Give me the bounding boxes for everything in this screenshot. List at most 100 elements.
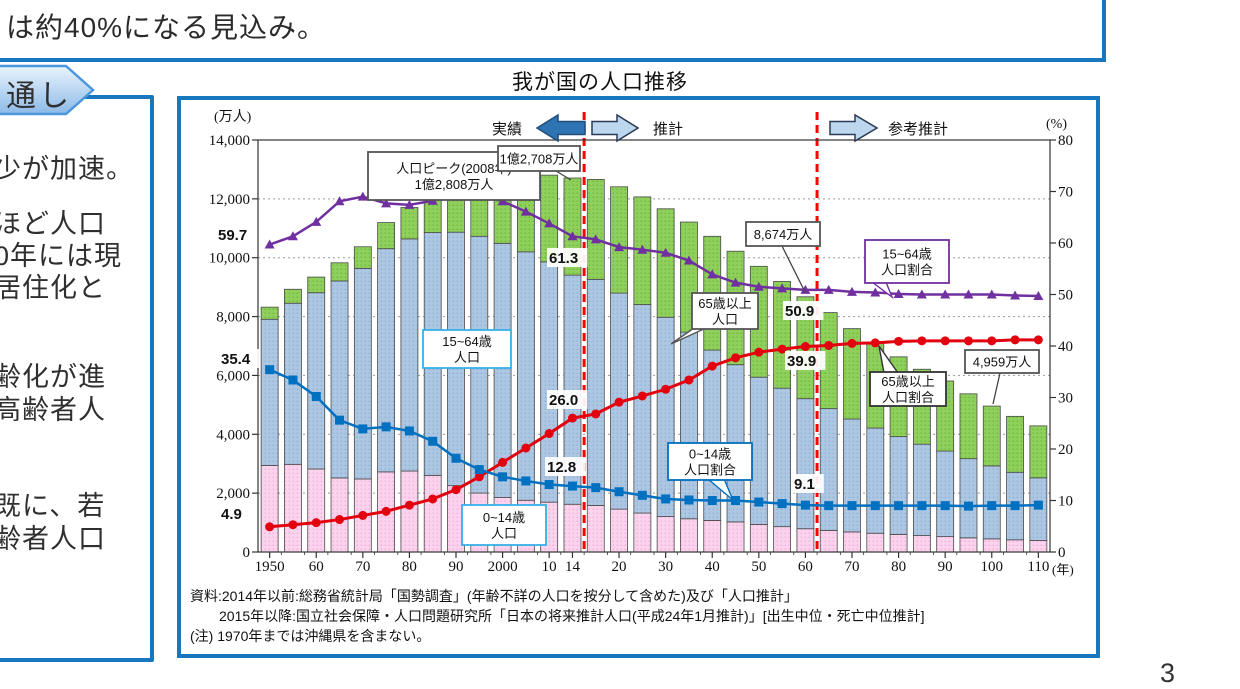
svg-text:12,000: 12,000 (209, 192, 250, 208)
svg-text:参考推計: 参考推計 (888, 121, 948, 138)
callout-pop2060 (745, 221, 821, 247)
header-badge (0, 64, 95, 116)
callout-pop2014 (497, 145, 581, 172)
svg-text:4,000: 4,000 (216, 427, 250, 443)
svg-text:40: 40 (705, 559, 720, 575)
left-panel-line: 少が加速。 (0, 154, 134, 184)
svg-text:(年): (年) (1052, 562, 1074, 577)
bar-2110-2 (1029, 425, 1048, 479)
bar-2045-0 (726, 521, 745, 553)
bar-1965-1 (330, 280, 349, 479)
top-callout-box (0, 0, 1106, 62)
svg-text:人口: 人口 (491, 526, 517, 541)
svg-text:8,000: 8,000 (216, 310, 250, 326)
bar-2070-0 (843, 531, 861, 553)
bar-2030-0 (656, 516, 675, 553)
svg-text:4.9: 4.9 (221, 506, 242, 523)
value-label-bg (547, 248, 588, 267)
value-label-bg (783, 301, 824, 320)
bar-2080-1 (889, 436, 908, 535)
point-labels: 59.7 35.4 4.9 61.3 26.0 12.8 50.9 39.9 9.1 (216, 225, 826, 523)
svg-text:26.0: 26.0 (549, 392, 578, 409)
left-panel-line: 齢者人口 (0, 524, 106, 554)
bar-2070-1 (843, 418, 861, 533)
svg-text:1950: 1950 (255, 559, 285, 575)
projection-arrow-icon (591, 113, 640, 143)
value-label-bg (792, 474, 824, 493)
bar-1985-0 (423, 474, 442, 553)
bar-2065-0 (819, 530, 838, 553)
badge-arrow-shape (0, 64, 95, 116)
chart-title: 我が国の人口推移 (512, 71, 688, 94)
value-label-bg (545, 457, 586, 476)
svg-text:100: 100 (981, 559, 1004, 575)
bar-2020-0 (610, 508, 628, 553)
bar-1980-0 (400, 470, 419, 553)
svg-text:12.8: 12.8 (547, 459, 576, 476)
bar-2095-1 (959, 458, 978, 539)
callout-ratio014 (667, 442, 753, 481)
svg-text:50: 50 (751, 559, 766, 575)
svg-text:人口割合: 人口割合 (881, 263, 933, 278)
svg-text:8,674万人: 8,674万人 (754, 227, 813, 242)
bar-2030-1 (656, 316, 675, 517)
header-badge-label: 通し (6, 80, 72, 113)
bar-2040-1 (703, 349, 722, 521)
callout-ratio1564 (864, 239, 950, 284)
bar-2070-2 (843, 328, 861, 420)
svg-text:90: 90 (938, 559, 953, 575)
bar-2085-1 (912, 443, 931, 536)
bar-2105-0 (1006, 539, 1024, 553)
line-65歳以上人口割合 (269, 338, 1039, 529)
source-line: (注) 1970年までは沖縄県を含まない。 (190, 628, 431, 644)
bar-1955-0 (284, 463, 302, 553)
bar-2050-0 (749, 523, 768, 553)
axes: 0 2,000 4,000 6,000 8,000 10,000 12,000 14,000 0… (209, 109, 1074, 577)
svg-text:70: 70 (1058, 185, 1073, 201)
bar-2015-1 (586, 278, 605, 506)
legend-arrows: 実績 推計 参考推計 (492, 113, 948, 143)
bar-2100-0 (982, 538, 1001, 553)
svg-text:80: 80 (1058, 133, 1073, 149)
bar-1960-1 (307, 292, 326, 470)
svg-text:4,959万人: 4,959万人 (973, 355, 1032, 370)
svg-text:60: 60 (309, 559, 324, 575)
population-bars (260, 174, 1048, 553)
svg-text:65歳以上: 65歳以上 (698, 296, 751, 311)
bar-1970-2 (353, 246, 372, 269)
svg-text:60: 60 (1058, 236, 1073, 252)
bar-2035-1 (680, 331, 698, 520)
svg-text:2,000: 2,000 (216, 486, 250, 502)
svg-text:0~14歳: 0~14歳 (689, 447, 731, 462)
bar-1950-1 (260, 318, 279, 466)
callouts: 人口ピーク(2008年)1億2,808万人 1億2,708万人 8,674万人 4,9… (367, 145, 1040, 546)
svg-text:1億2,708万人: 1億2,708万人 (500, 152, 579, 167)
svg-text:40: 40 (1058, 339, 1073, 355)
bar-1975-2 (377, 222, 396, 250)
bar-2055-2 (773, 281, 792, 389)
svg-text:80: 80 (402, 559, 417, 575)
bar-2030-2 (656, 208, 675, 318)
svg-text:80: 80 (891, 559, 906, 575)
left-panel-line: 既に、若 (0, 491, 106, 521)
bar-2080-0 (889, 534, 908, 553)
svg-text:人口: 人口 (454, 350, 480, 365)
svg-text:30: 30 (658, 559, 673, 575)
svg-text:10,000: 10,000 (209, 251, 250, 267)
left-panel-line: 齢化が進 (0, 362, 106, 392)
source-line: 資料:2014年以前:総務省統計局「国勢調査」(年齢不詳の人口を按分して含めた)… (190, 588, 798, 604)
ratio-lines (264, 188, 1044, 532)
bar-1950-0 (260, 464, 279, 553)
svg-text:110: 110 (1027, 559, 1049, 575)
svg-text:人口ピーク(2008年): 人口ピーク(2008年) (396, 161, 512, 176)
callout-ratio65 (869, 371, 947, 407)
bar-2015-2 (586, 179, 605, 280)
left-panel-line: 居住化と (0, 273, 106, 303)
callout-pop2100 (964, 349, 1040, 374)
svg-text:61.3: 61.3 (549, 250, 578, 267)
bar-2095-0 (959, 537, 978, 553)
actual-arrow-icon (535, 113, 586, 143)
value-label-bg (219, 349, 260, 368)
bar-1960-0 (307, 468, 326, 553)
